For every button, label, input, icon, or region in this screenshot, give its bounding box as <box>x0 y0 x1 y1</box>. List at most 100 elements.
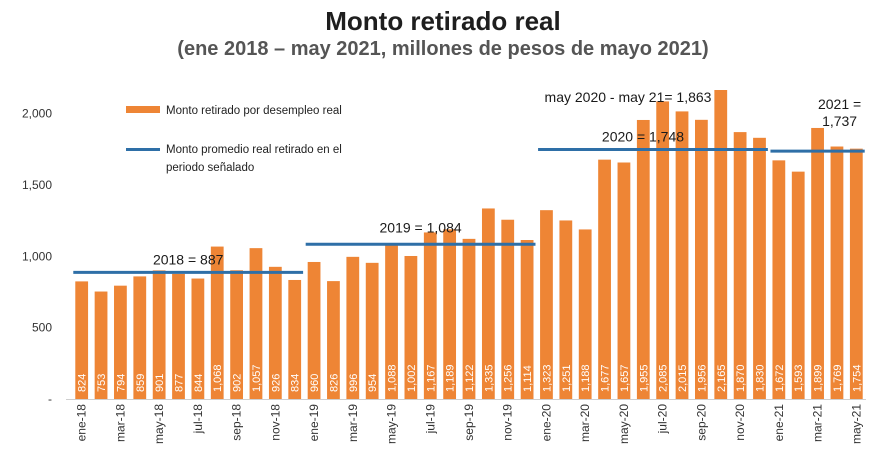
bar <box>307 261 321 399</box>
bar <box>404 255 418 399</box>
x-tick-label: nov-19 <box>501 404 515 441</box>
bar <box>695 119 708 399</box>
x-tick-label: ene-19 <box>307 404 321 442</box>
bar-value-label: 1,256 <box>503 364 515 392</box>
x-tick-label: ene-18 <box>75 404 89 442</box>
bar-value-label: 1,677 <box>600 364 612 392</box>
bar <box>230 270 243 399</box>
y-tick-label: - <box>48 392 52 406</box>
y-tick-label: 1,500 <box>22 178 52 192</box>
bar <box>559 220 573 399</box>
bar <box>714 90 728 399</box>
bar-value-label: 2,085 <box>658 364 670 392</box>
average-label: 2021 = <box>818 96 861 112</box>
bar <box>540 210 553 399</box>
bar-value-label: 1,188 <box>580 364 592 392</box>
bar <box>849 148 863 399</box>
x-tick-label: jul-19 <box>423 404 437 435</box>
bar <box>772 160 786 399</box>
x-tick-label: mar-20 <box>578 404 592 442</box>
bar-value-label: 1,956 <box>696 364 708 392</box>
bar <box>152 270 166 399</box>
x-tick-label: ene-21 <box>772 404 786 442</box>
bar-value-label: 2,165 <box>716 364 728 392</box>
legend-bar-swatch <box>126 106 160 113</box>
bar <box>675 111 689 400</box>
bar <box>75 281 89 399</box>
bar <box>114 285 127 399</box>
bar <box>288 279 302 399</box>
bar-value-label: 902 <box>232 374 244 392</box>
bars-group <box>75 90 863 400</box>
bar <box>268 266 282 399</box>
bar-value-label: 1,899 <box>813 364 825 392</box>
x-tick-label: mar-18 <box>113 404 127 442</box>
x-tick-label: jul-20 <box>656 404 670 435</box>
bar <box>443 229 457 399</box>
bar-value-label: 1,754 <box>851 364 863 392</box>
legend-label-line-cont: periodo señalado <box>166 162 254 174</box>
bar <box>598 159 611 399</box>
bar-value-label: 1,167 <box>425 364 437 392</box>
bar <box>133 276 147 399</box>
bar <box>617 162 631 399</box>
bar <box>791 171 805 399</box>
bar-value-label: 1,657 <box>619 364 631 392</box>
average-label: 2018 = 887 <box>153 251 224 267</box>
x-tick-label: sep-20 <box>694 404 708 441</box>
bar-value-label: 877 <box>174 374 186 392</box>
bar <box>249 248 263 399</box>
bar <box>636 119 650 399</box>
bar-value-label: 1,189 <box>445 364 457 392</box>
bar-value-label: 1,955 <box>638 364 650 392</box>
bar-value-label: 1,068 <box>212 364 224 392</box>
bar-value-label: 2,015 <box>677 364 689 392</box>
bar-value-label: 859 <box>135 374 147 392</box>
x-tick-label: may-18 <box>152 404 166 444</box>
x-axis: ene-18 mar-18 may-18 jul-18 sep-18 nov-18 ene-… <box>66 399 866 444</box>
bar-value-label: 824 <box>77 374 89 392</box>
bar-value-label: 1,830 <box>754 364 766 392</box>
bar <box>501 219 515 399</box>
bar-value-label: 901 <box>154 374 166 392</box>
bar <box>656 101 670 399</box>
bar-value-label: 926 <box>270 374 282 392</box>
y-axis: - 500 1,000 1,500 2,000 <box>22 107 52 406</box>
legend-label-bars: Monto retirado por desempleo real <box>166 105 342 117</box>
x-tick-label: mar-21 <box>811 404 825 442</box>
bar-value-label: 954 <box>367 374 379 392</box>
bar-value-label: 1,323 <box>541 364 553 392</box>
x-tick-label: sep-19 <box>462 404 476 441</box>
bar-value-label: 834 <box>290 374 302 392</box>
chart-title: Monto retirado real <box>325 6 561 36</box>
bar <box>191 278 205 399</box>
x-tick-label: sep-18 <box>230 404 244 441</box>
x-tick-label: may-21 <box>849 404 863 444</box>
bar <box>210 246 224 399</box>
x-tick-label: may-20 <box>617 404 631 444</box>
bar <box>94 291 108 399</box>
bar <box>346 256 360 399</box>
bar-value-label: 960 <box>309 374 321 392</box>
y-tick-label: 500 <box>32 321 52 335</box>
bar-value-label: 1,769 <box>832 364 844 392</box>
chart-subtitle: (ene 2018 – may 2021, millones de pesos … <box>177 38 709 60</box>
y-tick-label: 1,000 <box>22 249 52 263</box>
bar <box>423 232 437 399</box>
bar-value-label: 1,057 <box>251 364 263 392</box>
bar <box>830 146 844 399</box>
bar <box>753 137 766 399</box>
legend: Monto retirado por desempleo real Monto p… <box>126 105 342 174</box>
x-tick-label: jul-18 <box>191 404 205 435</box>
legend-label-line: Monto promedio real retirado en el <box>166 144 342 156</box>
bar-value-label: 996 <box>348 374 360 392</box>
annotation-may20-may21: may 2020 - may 21= 1,863 <box>545 89 712 105</box>
bar-value-label: 1,672 <box>774 364 786 392</box>
bar <box>578 229 592 399</box>
bar-value-label: 1,593 <box>793 364 805 392</box>
bar-value-label: 1,002 <box>406 364 418 392</box>
bar-value-label: 1,114 <box>522 365 534 392</box>
bar-value-label: 844 <box>193 374 205 392</box>
y-tick-label: 2,000 <box>22 107 52 121</box>
